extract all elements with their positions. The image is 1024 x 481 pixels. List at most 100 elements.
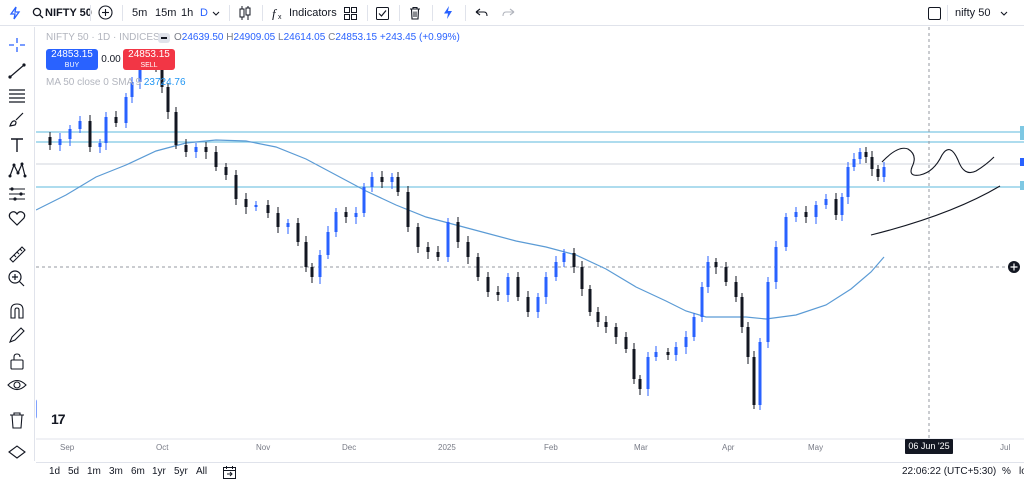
sell-button[interactable]: 24853.15 SELL xyxy=(123,49,175,70)
candle-body[interactable] xyxy=(834,199,838,215)
candle-body[interactable] xyxy=(370,177,374,187)
candle-body[interactable] xyxy=(674,347,678,355)
candle-body[interactable] xyxy=(496,292,500,295)
zoom-in-icon[interactable] xyxy=(6,268,28,288)
calendar-goto-icon[interactable] xyxy=(223,466,237,481)
candle-body[interactable] xyxy=(68,129,72,139)
candle-body[interactable] xyxy=(88,121,92,147)
candle-body[interactable] xyxy=(334,212,338,232)
range-5d[interactable]: 5d xyxy=(68,466,80,477)
candle-body[interactable] xyxy=(692,317,696,337)
candle-body[interactable] xyxy=(706,262,710,287)
candle-body[interactable] xyxy=(864,152,868,157)
lightning-replay-icon[interactable] xyxy=(442,0,456,26)
candle-body[interactable] xyxy=(614,327,618,337)
candle-body[interactable] xyxy=(466,242,470,257)
range-3m[interactable]: 3m xyxy=(109,466,123,477)
layout-square-icon[interactable] xyxy=(928,0,942,26)
symbol-search-button[interactable]: NIFTY 50 xyxy=(45,7,92,19)
candle-body[interactable] xyxy=(840,197,844,215)
candle-body[interactable] xyxy=(78,121,82,129)
checkbox-alert-icon[interactable] xyxy=(376,0,390,26)
interval-15m[interactable]: 15m xyxy=(155,7,177,19)
candle-body[interactable] xyxy=(536,297,540,312)
lock-icon[interactable] xyxy=(6,351,28,371)
candle-body[interactable] xyxy=(870,157,874,169)
candle-body[interactable] xyxy=(98,143,102,147)
candle-body[interactable] xyxy=(646,357,650,389)
trend-line-icon[interactable] xyxy=(6,61,28,81)
candle-body[interactable] xyxy=(416,227,420,247)
ruler-icon[interactable] xyxy=(6,243,28,263)
candle-style-icon[interactable] xyxy=(238,0,252,26)
collapse-legend-button[interactable] xyxy=(158,33,170,43)
candle-body[interactable] xyxy=(714,262,718,267)
candle-body[interactable] xyxy=(276,213,280,227)
candle-body[interactable] xyxy=(58,139,62,145)
candle-body[interactable] xyxy=(580,267,584,289)
candle-body[interactable] xyxy=(758,342,762,405)
candle-body[interactable] xyxy=(304,242,308,267)
candle-body[interactable] xyxy=(666,352,670,355)
candle-body[interactable] xyxy=(214,152,218,167)
candle-body[interactable] xyxy=(124,97,128,123)
crosshair-icon[interactable] xyxy=(6,35,28,55)
log-scale-toggle[interactable]: lo xyxy=(1019,466,1024,477)
candle-body[interactable] xyxy=(266,205,270,213)
candle-body[interactable] xyxy=(456,222,460,242)
candle-body[interactable] xyxy=(794,212,798,217)
candle-body[interactable] xyxy=(114,117,118,123)
candle-body[interactable] xyxy=(318,255,322,277)
candle-body[interactable] xyxy=(554,262,558,277)
trash-icon[interactable] xyxy=(409,0,423,26)
brush-icon[interactable] xyxy=(6,110,28,130)
trendline-drawing[interactable] xyxy=(870,185,1001,236)
candle-body[interactable] xyxy=(804,212,808,217)
chart-canvas[interactable] xyxy=(36,27,1024,461)
candle-body[interactable] xyxy=(774,247,778,282)
candle-body[interactable] xyxy=(882,167,886,177)
hide-toolbar-icon[interactable] xyxy=(6,441,28,461)
candle-body[interactable] xyxy=(194,147,198,152)
candle-body[interactable] xyxy=(858,152,862,159)
candle-body[interactable] xyxy=(562,253,566,262)
range-6m[interactable]: 6m xyxy=(131,466,145,477)
candle-body[interactable] xyxy=(506,277,510,295)
candle-body[interactable] xyxy=(390,177,394,182)
candle-body[interactable] xyxy=(296,223,300,242)
horizontal-lines-icon[interactable] xyxy=(6,85,28,105)
candle-body[interactable] xyxy=(48,137,52,145)
candle-body[interactable] xyxy=(234,175,238,199)
candle-body[interactable] xyxy=(734,282,738,297)
candle-body[interactable] xyxy=(544,277,548,297)
percent-scale-toggle[interactable]: % xyxy=(1002,466,1011,477)
candle-body[interactable] xyxy=(526,297,530,312)
candle-body[interactable] xyxy=(684,337,688,347)
magnet-icon[interactable] xyxy=(6,301,28,321)
candle-body[interactable] xyxy=(104,117,108,143)
range-1m[interactable]: 1m xyxy=(87,466,101,477)
candle-body[interactable] xyxy=(204,147,208,152)
redo-icon[interactable] xyxy=(502,0,516,26)
candle-body[interactable] xyxy=(254,205,258,207)
range-5yr[interactable]: 5yr xyxy=(174,466,188,477)
candle-body[interactable] xyxy=(516,277,520,297)
indicators-button[interactable]: Indicators xyxy=(289,7,337,19)
candle-body[interactable] xyxy=(476,257,480,277)
candle-body[interactable] xyxy=(286,223,290,227)
range-1d[interactable]: 1d xyxy=(49,466,61,477)
candle-body[interactable] xyxy=(344,212,348,217)
range-all[interactable]: All xyxy=(196,466,208,477)
text-tool-icon[interactable] xyxy=(6,135,28,155)
candle-body[interactable] xyxy=(766,282,770,342)
candle-body[interactable] xyxy=(824,199,828,205)
range-1yr[interactable]: 1yr xyxy=(152,466,166,477)
moving-average-line[interactable] xyxy=(36,139,885,320)
candle-body[interactable] xyxy=(752,357,756,405)
interval-1h[interactable]: 1h xyxy=(181,7,194,19)
candle-body[interactable] xyxy=(740,297,744,327)
candle-body[interactable] xyxy=(632,349,636,379)
compare-add-icon[interactable] xyxy=(98,0,114,26)
freehand-projection-drawing[interactable] xyxy=(881,147,995,176)
